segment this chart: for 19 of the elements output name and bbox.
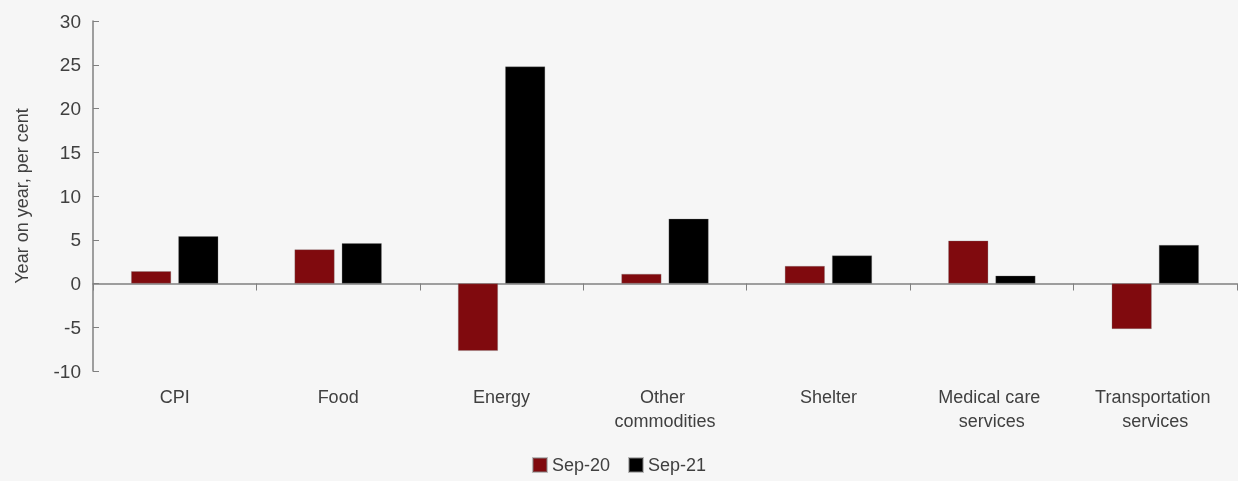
x-tick-label: Energy (473, 387, 531, 407)
y-tick-label: -5 (64, 316, 81, 338)
y-tick-label: 30 (59, 10, 81, 32)
y-axis-title: Year on year, per cent (12, 108, 32, 284)
y-tick-label: -10 (53, 360, 81, 382)
x-tick-label: Food (317, 387, 359, 407)
y-tick-label: 25 (59, 54, 81, 76)
legend-label: Sep-20 (551, 455, 610, 475)
y-tick-label: 15 (59, 141, 81, 163)
y-tick-label: 5 (70, 229, 81, 251)
x-tick-label: CPI (159, 387, 190, 407)
y-tick-label: 10 (59, 185, 81, 207)
x-tick-label: Shelter (799, 387, 857, 407)
legend-label: Sep-21 (648, 455, 707, 475)
x-tick-label: Medical care services (938, 387, 1046, 431)
x-tick-label: Other commodities (614, 387, 716, 431)
y-tick-label: 0 (70, 273, 81, 294)
x-tick-label: Transportation services (1095, 387, 1216, 431)
y-tick-label: 20 (59, 98, 81, 119)
